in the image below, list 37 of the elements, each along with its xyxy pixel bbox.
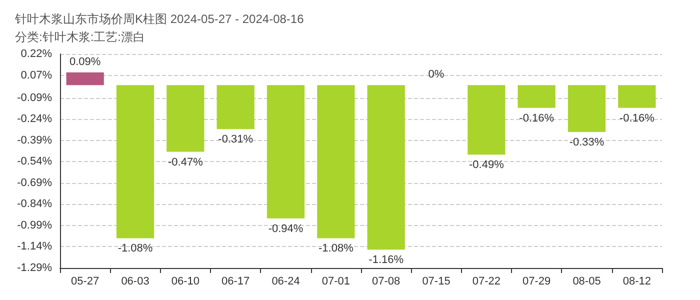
data-label: -0.16% [519,112,554,124]
x-tick-label: 07-29 [522,276,551,288]
y-tick-label: 0.22% [20,48,52,60]
x-tick-label: 07-08 [372,276,400,288]
y-tick-label: -0.99% [17,219,52,232]
x-tick-label: 07-15 [422,276,450,288]
x-tick-label: 07-01 [322,276,350,288]
data-label: 0.09% [69,56,101,68]
x-tick-label: 06-10 [171,276,200,288]
x-tick-label: 08-12 [622,276,651,288]
y-tick-label: -0.69% [17,176,52,189]
y-tick-label: -0.24% [17,113,52,126]
x-tick-label: 06-17 [222,276,250,288]
data-label: -0.47% [168,156,204,168]
data-label: -0.49% [468,159,504,172]
data-label: 0% [428,68,444,81]
data-label: -1.08% [318,242,354,255]
y-tick-label: -0.54% [17,156,52,168]
x-tick-label: 07-22 [472,276,500,288]
x-tick-label: 06-24 [272,276,300,288]
x-tick-label: 06-03 [121,276,150,288]
chart-subtitle: 分类:针叶木浆:工艺:漂白 [15,30,146,44]
y-tick-label: -0.84% [17,198,52,210]
chart-title: 针叶木浆山东市场价周K柱图 2024-05-27 - 2024-08-16 [14,12,304,26]
data-label: -0.31% [218,134,254,146]
y-tick-label: 0.07% [20,69,52,82]
y-tick-label: -1.14% [17,240,52,253]
data-label: -0.33% [569,136,604,148]
data-label: -0.16% [619,112,655,124]
y-tick-label: -1.29% [17,262,52,274]
y-tick-label: -0.09% [17,92,52,104]
data-label: -1.08% [118,242,153,255]
data-label: -0.94% [268,222,304,235]
x-tick-label: 05-27 [71,276,100,288]
data-label: -1.16% [368,254,404,266]
x-tick-label: 08-05 [572,276,601,288]
y-tick-label: -0.39% [17,134,52,146]
